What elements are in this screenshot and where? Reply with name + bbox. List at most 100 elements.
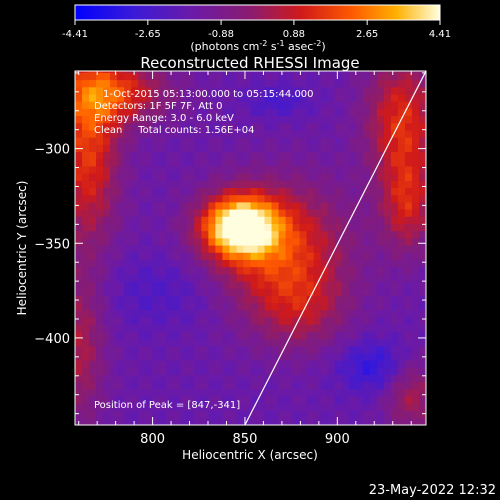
heatmap-cell [306, 230, 315, 239]
heatmap-cell [145, 410, 153, 419]
heatmap-cell [418, 295, 426, 304]
heatmap-cell [89, 230, 97, 239]
heatmap-cell [187, 144, 195, 153]
heatmap-cell [320, 317, 329, 325]
heatmap-cell [411, 230, 420, 239]
heatmap-cell [229, 86, 237, 95]
heatmap-cell [376, 108, 385, 117]
heatmap-cell [152, 115, 160, 124]
heatmap-cell [138, 389, 146, 397]
heatmap-cell [271, 166, 279, 174]
heatmap-cell [264, 158, 272, 167]
heatmap-cell [355, 309, 364, 318]
heatmap-cell [222, 374, 230, 383]
heatmap-cell [320, 108, 329, 117]
heatmap-cell [299, 417, 308, 425]
heatmap-cell [418, 166, 426, 174]
heatmap-cell [383, 166, 392, 174]
heatmap-cell [271, 281, 279, 289]
heatmap-cell [320, 252, 329, 260]
heatmap-cell [383, 367, 392, 376]
heatmap-cell [124, 144, 132, 153]
heatmap-cell [75, 288, 83, 296]
heatmap-cell [229, 338, 237, 347]
heatmap-cell [187, 108, 195, 117]
heatmap-cell [334, 187, 343, 196]
heatmap-cell [285, 302, 294, 311]
heatmap-cell [397, 396, 406, 404]
heatmap-cell [376, 302, 385, 311]
heatmap-cell [299, 194, 308, 203]
heatmap-cell [348, 252, 357, 260]
heatmap-cell [180, 374, 188, 383]
heatmap-cell [271, 273, 279, 282]
heatmap-cell [180, 101, 188, 109]
heatmap-cell [362, 79, 371, 88]
heatmap-cell [215, 317, 223, 325]
heatmap-cell [75, 281, 83, 289]
heatmap-cell [362, 381, 371, 390]
heatmap-cell [201, 144, 209, 153]
heatmap-cell [180, 273, 188, 282]
heatmap-cell [229, 281, 237, 289]
heatmap-cell [145, 209, 153, 217]
heatmap-cell [426, 260, 433, 268]
heatmap-cell [355, 223, 364, 232]
heatmap-cell [257, 396, 265, 404]
heatmap-cell [96, 130, 104, 138]
heatmap-cell [257, 115, 265, 124]
heatmap-cell [404, 72, 413, 81]
heatmap-cell [271, 137, 279, 145]
heatmap-cell [131, 230, 139, 239]
heatmap-cell [355, 108, 364, 117]
heatmap-cell [82, 417, 90, 425]
heatmap-cell [187, 302, 195, 311]
heatmap-cell [292, 180, 301, 189]
heatmap-cell [320, 194, 329, 203]
heatmap-cell [264, 108, 272, 117]
heatmap-cell [250, 115, 258, 124]
heatmap-cell [173, 360, 181, 368]
heatmap-cell [292, 122, 301, 131]
heatmap-cell [166, 151, 174, 160]
heatmap-cell [222, 266, 230, 275]
heatmap-cell [278, 108, 286, 117]
heatmap-cell [208, 151, 216, 160]
heatmap-cell [362, 71, 371, 73]
heatmap-cell [82, 381, 90, 390]
heatmap-cell [215, 187, 223, 196]
heatmap-cell [292, 245, 301, 253]
heatmap-cell [320, 403, 329, 412]
heatmap-cell [250, 237, 258, 246]
heatmap-cell [117, 237, 125, 246]
heatmap-cell [166, 288, 174, 296]
heatmap-cell [383, 108, 392, 117]
heatmap-cell [369, 281, 378, 289]
heatmap-cell [390, 266, 399, 275]
heatmap-cell [152, 187, 160, 196]
heatmap-cell [362, 367, 371, 376]
heatmap-cell [404, 345, 413, 354]
heatmap-cell [299, 389, 308, 397]
heatmap-cell [327, 79, 336, 88]
heatmap-cell [208, 403, 216, 412]
heatmap-cell [397, 187, 406, 196]
heatmap-cell [243, 158, 251, 167]
heatmap-cell [418, 266, 426, 275]
heatmap-cell [159, 187, 167, 196]
heatmap-cell [327, 223, 336, 232]
heatmap-cell [187, 252, 195, 260]
heatmap-cell [75, 338, 83, 347]
heatmap-cell [250, 288, 258, 296]
heatmap-cell [243, 281, 251, 289]
heatmap-cell [96, 317, 104, 325]
heatmap-cell [145, 309, 153, 318]
heatmap-cell [236, 245, 244, 253]
heatmap-cell [103, 137, 111, 145]
heatmap-cell [215, 158, 223, 167]
heatmap-cell [334, 122, 343, 131]
heatmap-cell [362, 166, 371, 174]
heatmap-cell [306, 237, 315, 246]
heatmap-cell [348, 288, 357, 296]
heatmap-cell [131, 324, 139, 332]
